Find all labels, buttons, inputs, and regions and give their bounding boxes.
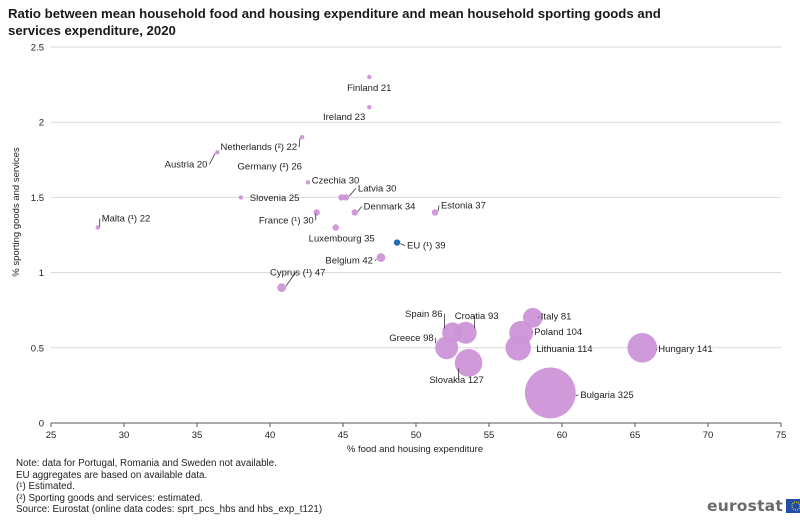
eu-flag-icon [785,499,800,513]
point-label: Latvia 30 [358,183,397,194]
y-tick-label: 1.5 [31,193,44,204]
point-label: Denmark 34 [364,201,416,212]
x-tick-label: 75 [776,430,787,441]
x-tick-label: 35 [192,430,203,441]
bubble [454,349,483,377]
y-tick-label: 1 [39,268,44,279]
point-label: Slovenia 25 [250,193,300,204]
bubble [338,194,345,201]
bubble [238,195,243,200]
leader-line [285,272,297,287]
bubble [299,135,305,140]
x-tick-label: 55 [484,430,495,441]
point-label: Spain 86 [405,309,443,320]
y-tick-label: 0.5 [31,343,44,354]
bubble-eu [393,239,401,246]
note-line: (²) Sporting goods and services: estimat… [16,492,203,504]
x-tick-label: 40 [265,430,276,441]
point-label: France (¹) 30 [259,215,314,226]
chart-title: Ratio between mean household food and ho… [8,6,661,38]
bubble [277,283,287,293]
x-axis-label: % food and housing expenditure [347,444,483,455]
bubble [342,194,350,201]
point-label: Italy 81 [541,312,572,323]
eurostat-logo: eurostat [707,497,800,515]
x-tick-label: 25 [46,430,57,441]
bubble [435,336,459,360]
bubble [332,224,339,231]
point-label: Bulgaria 325 [580,390,633,401]
leader-line [209,152,216,165]
x-tick-label: 65 [630,430,641,441]
grid-lines [51,46,781,349]
bubble [313,209,320,216]
bubble [95,225,100,230]
leader-line [357,206,362,212]
note-line: EU aggregates are based on available dat… [16,469,208,481]
y-tick-label: 0 [39,419,44,430]
bubble [505,335,531,361]
point-label: Greece 98 [389,333,433,344]
point-label: Poland 104 [534,327,582,338]
point-label: Croatia 93 [455,311,499,322]
bubble [367,74,372,80]
y-tick-label: 2 [39,118,44,129]
point-label: Luxembourg 35 [309,233,375,244]
point-label: Hungary 141 [658,344,712,355]
point-label: Germany (²) 26 [238,161,302,172]
point-label: Finland 21 [347,83,391,94]
bubble [351,209,358,216]
bubble [524,367,576,419]
x-tick-label: 45 [338,430,349,441]
point-label: Cyprus (¹) 47 [270,268,325,279]
point-label: Belgium 42 [325,256,373,267]
y-tick-label: 2.5 [31,43,44,54]
bubbles [95,74,658,419]
logo-text: eurostat [707,497,783,515]
point-label: Ireland 23 [323,112,365,123]
chart-notes: Note: data for Portugal, Romania and Swe… [16,458,322,516]
bubble [305,180,311,185]
point-label: Czechia 30 [312,175,360,186]
x-tick-label: 60 [557,430,568,441]
note-line: Note: data for Portugal, Romania and Swe… [16,458,277,469]
leader-line [575,394,579,397]
axes: 0 0.5 1 1.5 2 2.5 25 30 35 40 45 50 55 60 65 70 75 [31,43,787,442]
point-label: EU (¹) 39 [407,241,446,252]
bubble [627,332,658,363]
point-label: Netherlands (²) 22 [221,142,298,153]
point-label: Austria 20 [165,159,208,170]
bubble [376,253,386,262]
note-line: (¹) Estimated. [16,481,75,493]
bubble [431,209,439,216]
leader-line [437,205,440,212]
point-label: Malta (¹) 22 [102,213,151,224]
leader-line [348,188,357,197]
leader-line [374,259,377,261]
leader-line [298,138,301,148]
y-axis-label: % sporting goods and services [11,147,22,277]
x-tick-label: 30 [119,430,130,441]
source-line: Source: Eurostat (online data codes: spr… [16,504,323,516]
bubble [367,104,372,110]
bubble [215,150,220,155]
x-tick-label: 70 [703,430,714,441]
point-label: Estonia 37 [441,200,486,211]
point-label: Slovakia 127 [429,375,483,386]
x-tick-label: 50 [411,430,422,441]
bubble [522,307,543,328]
point-labels: Finland 21 Ireland 23 Netherlands (²) 22 Au… [99,83,713,401]
leader-line [400,243,406,246]
point-label: Lithuania 114 [536,344,592,355]
